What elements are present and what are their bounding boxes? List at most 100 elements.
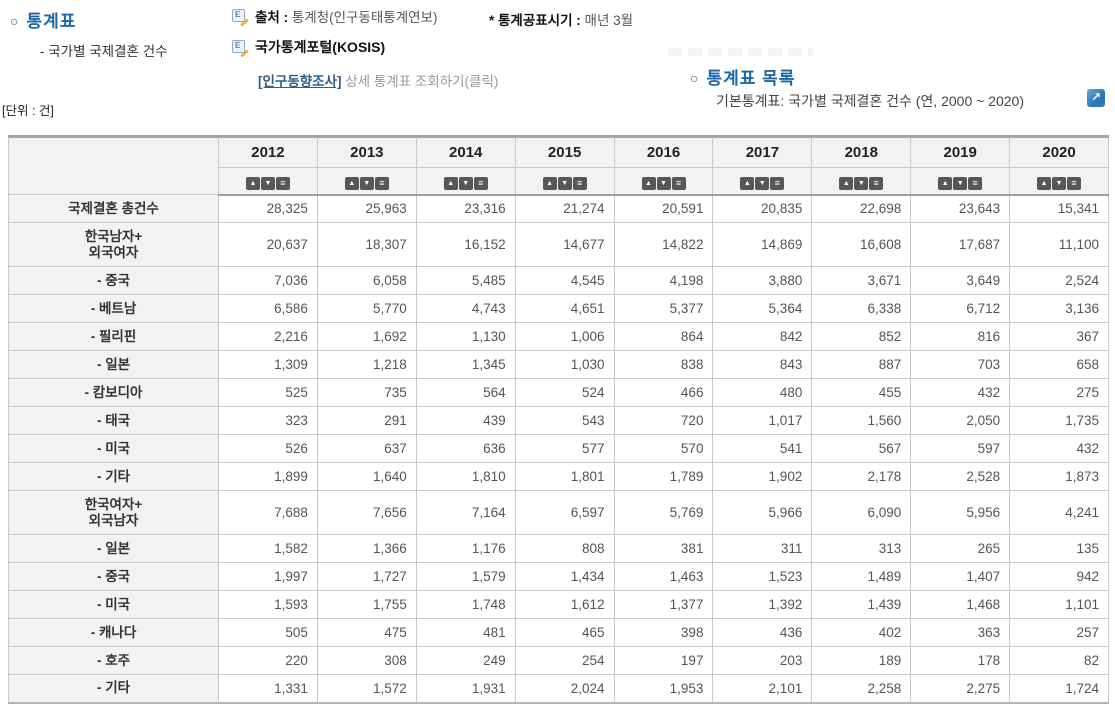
- value-cell: 1,366: [316, 534, 417, 563]
- sort-menu-button-2016[interactable]: ≡: [671, 176, 686, 190]
- sort-cell-2012: ▲ ▼ ≡: [218, 167, 318, 196]
- population-survey-link[interactable]: [인구동향조사]: [258, 74, 342, 89]
- value-cell: 567: [811, 434, 912, 463]
- erased-area: [668, 48, 813, 56]
- table-list-subtitle: 기본통계표: 국가별 국제결혼 건수 (연, 2000 ~ 2020): [716, 93, 1024, 109]
- value-cell: 2,050: [910, 406, 1011, 435]
- row-label: - 미국: [8, 434, 219, 463]
- value-cell: 5,956: [910, 490, 1011, 535]
- sort-desc-button-2019[interactable]: ▼: [953, 176, 968, 190]
- sort-menu-button-2013[interactable]: ≡: [374, 176, 389, 190]
- year-header-2014: 2014: [415, 136, 516, 168]
- value-cell: 203: [712, 646, 813, 675]
- year-header-2018: 2018: [811, 136, 912, 168]
- sort-asc-button-2013[interactable]: ▲: [344, 176, 359, 190]
- value-cell: 220: [218, 646, 318, 675]
- value-cell: 17,687: [910, 222, 1011, 267]
- external-link-icon[interactable]: ↗: [1087, 89, 1105, 107]
- value-cell: 838: [613, 350, 714, 379]
- sort-asc-button-2015[interactable]: ▲: [542, 176, 557, 190]
- value-cell: 1,735: [1009, 406, 1110, 435]
- page-title: ○ 통계표: [10, 7, 76, 32]
- sort-desc-button-2016[interactable]: ▼: [656, 176, 671, 190]
- kosis-line: 국가통계포털(KOSIS): [232, 37, 385, 58]
- value-cell: 249: [415, 646, 516, 675]
- value-cell: 6,090: [811, 490, 912, 535]
- sort-desc-button-2017[interactable]: ▼: [755, 176, 770, 190]
- sort-menu-button-2018[interactable]: ≡: [869, 176, 884, 190]
- sort-desc-button-2015[interactable]: ▼: [557, 176, 572, 190]
- value-cell: 816: [910, 322, 1011, 351]
- value-cell: 1,593: [218, 590, 318, 619]
- table-row: - 기타 1,899 1,640 1,810 1,801 1,789 1,902 2,178 2…: [8, 462, 1110, 491]
- detail-link-suffix: 상세 통계표 조회하기(클릭): [341, 74, 499, 89]
- value-cell: 1,953: [613, 674, 714, 703]
- sort-menu-button-2014[interactable]: ≡: [473, 176, 488, 190]
- table-row: - 중국 7,036 6,058 5,485 4,545 4,198 3,880 3,671 3…: [8, 266, 1110, 295]
- value-cell: 6,597: [514, 490, 615, 535]
- sort-menu-button-2017[interactable]: ≡: [770, 176, 785, 190]
- sort-menu-button-2020[interactable]: ≡: [1067, 176, 1082, 190]
- value-cell: 4,241: [1009, 490, 1110, 535]
- row-label: - 필리핀: [8, 322, 219, 351]
- value-cell: 1,755: [316, 590, 417, 619]
- value-cell: 570: [613, 434, 714, 463]
- value-cell: 5,364: [712, 294, 813, 323]
- table-row: 한국여자+ 외국남자 7,688 7,656 7,164 6,597 5,769 5,966…: [8, 490, 1110, 535]
- sort-asc-button-2014[interactable]: ▲: [443, 176, 458, 190]
- sort-menu-button-2019[interactable]: ≡: [968, 176, 983, 190]
- year-header-2016: 2016: [613, 136, 714, 168]
- value-cell: 808: [514, 534, 615, 563]
- circle-bullet-icon: ○: [690, 70, 700, 86]
- year-header-2013: 2013: [316, 136, 417, 168]
- sort-asc-button-2017[interactable]: ▲: [740, 176, 755, 190]
- sort-desc-button-2012[interactable]: ▼: [260, 176, 275, 190]
- table-row: - 중국 1,997 1,727 1,579 1,434 1,463 1,523 1,489 1…: [8, 562, 1110, 591]
- value-cell: 1,130: [415, 322, 516, 351]
- sort-asc-button-2016[interactable]: ▲: [641, 176, 656, 190]
- value-cell: 658: [1009, 350, 1110, 379]
- value-cell: 1,434: [514, 562, 615, 591]
- value-cell: 2,178: [811, 462, 912, 491]
- sort-asc-button-2020[interactable]: ▲: [1037, 176, 1052, 190]
- value-cell: 3,136: [1009, 294, 1110, 323]
- year-header-row: 2012 2013 2014 2015 2016 2017 2018 2019 2020: [8, 136, 1110, 195]
- value-cell: 1,309: [218, 350, 318, 379]
- value-cell: 265: [910, 534, 1011, 563]
- page-title-text: 통계표: [26, 12, 77, 31]
- international-marriage-table: 2012 2013 2014 2015 2016 2017 2018 2019 2020 ▲ ▼ ≡…: [8, 135, 1110, 704]
- sort-cell-2017: ▲ ▼ ≡: [712, 167, 813, 196]
- sort-desc-button-2014[interactable]: ▼: [458, 176, 473, 190]
- sort-menu-button-2015[interactable]: ≡: [572, 176, 587, 190]
- value-cell: 720: [613, 406, 714, 435]
- table-row: - 캐나다 505 475 481 465 398 436 402 363 257: [8, 618, 1110, 647]
- sort-asc-button-2018[interactable]: ▲: [839, 176, 854, 190]
- value-cell: 4,651: [514, 294, 615, 323]
- value-cell: 313: [811, 534, 912, 563]
- year-header-2019: 2019: [910, 136, 1011, 168]
- sort-desc-button-2018[interactable]: ▼: [854, 176, 869, 190]
- value-cell: 1,331: [218, 674, 318, 703]
- value-cell: 3,671: [811, 266, 912, 295]
- row-label: - 캐나다: [8, 618, 219, 647]
- value-cell: 1,560: [811, 406, 912, 435]
- table-row: - 베트남 6,586 5,770 4,743 4,651 5,377 5,364 6,338…: [8, 294, 1110, 323]
- sort-cell-2015: ▲ ▼ ≡: [514, 167, 615, 196]
- journal-icon: [232, 8, 249, 27]
- sort-asc-button-2019[interactable]: ▲: [938, 176, 953, 190]
- value-cell: 1,582: [218, 534, 318, 563]
- value-cell: 864: [613, 322, 714, 351]
- sort-desc-button-2013[interactable]: ▼: [359, 176, 374, 190]
- row-label: 국제결혼 총건수: [8, 194, 219, 223]
- value-cell: 1,176: [415, 534, 516, 563]
- value-cell: 1,468: [910, 590, 1011, 619]
- sort-desc-button-2020[interactable]: ▼: [1052, 176, 1067, 190]
- row-label: - 미국: [8, 590, 219, 619]
- value-cell: 1,997: [218, 562, 318, 591]
- value-cell: 505: [218, 618, 318, 647]
- value-cell: 2,216: [218, 322, 318, 351]
- sort-menu-button-2012[interactable]: ≡: [275, 176, 290, 190]
- table-list-title: ○ 통계표 목록: [690, 64, 795, 89]
- value-cell: 1,789: [613, 462, 714, 491]
- sort-asc-button-2012[interactable]: ▲: [245, 176, 260, 190]
